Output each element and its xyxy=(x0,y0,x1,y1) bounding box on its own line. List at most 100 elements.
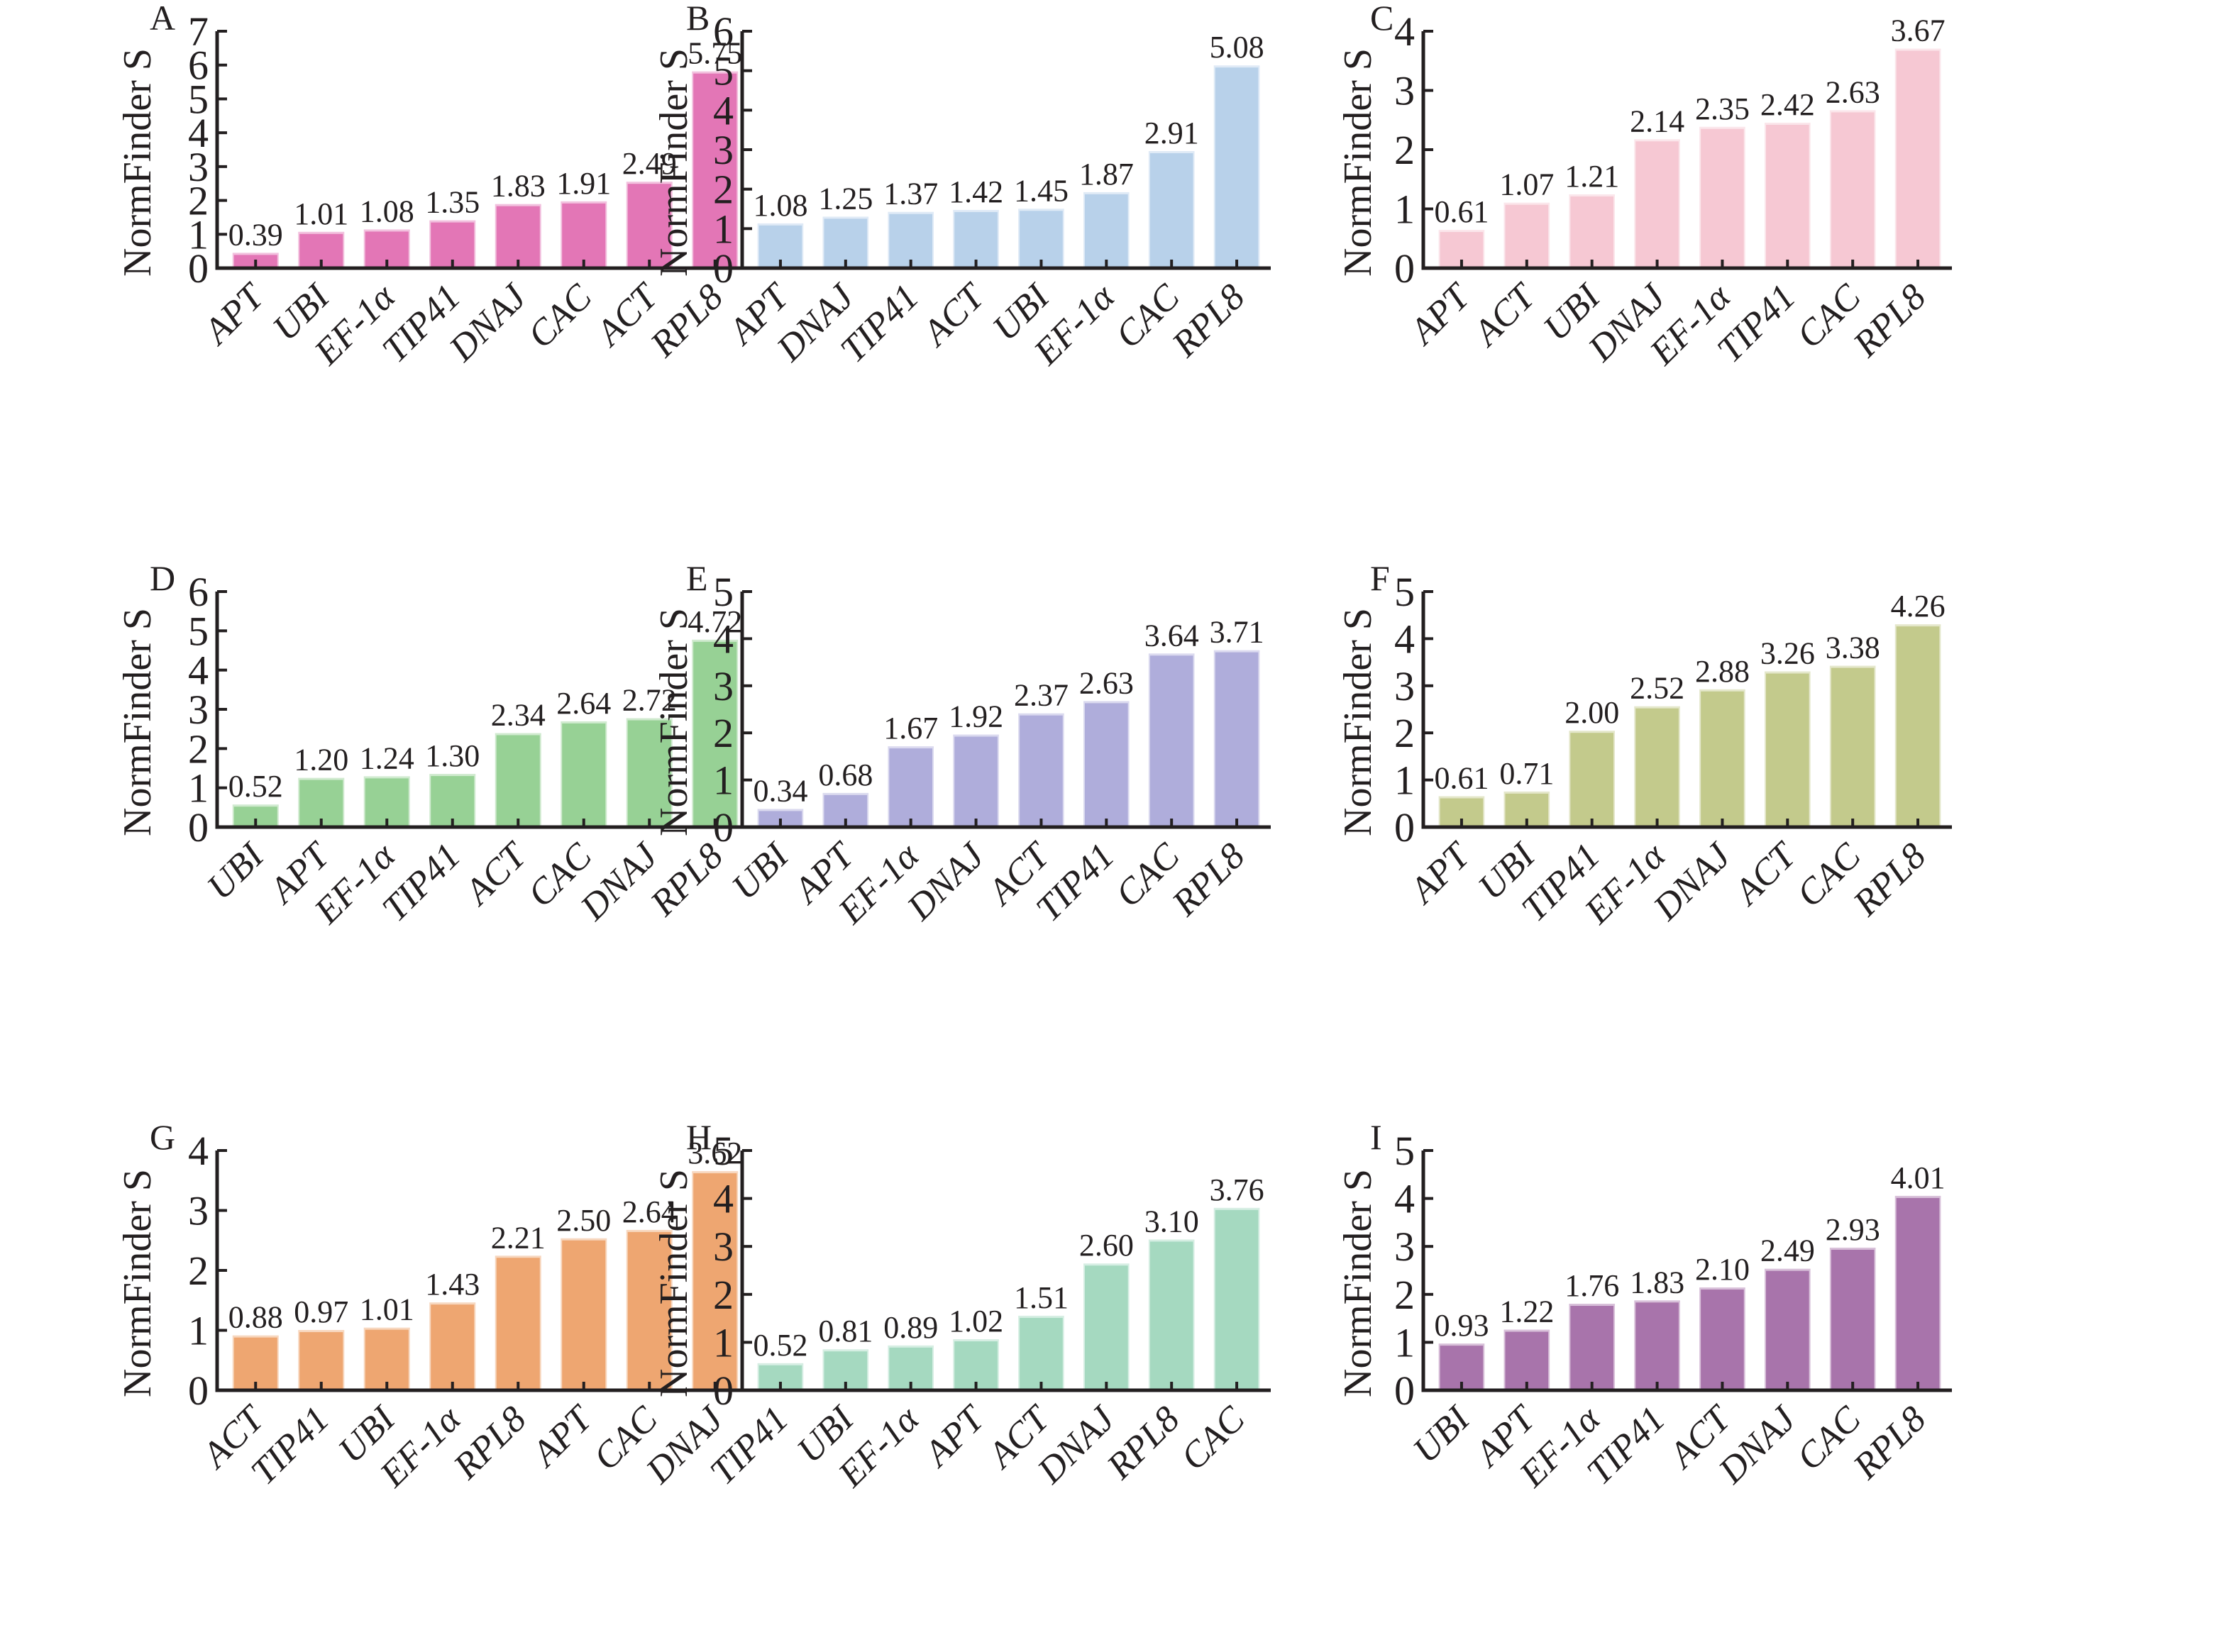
data-label: 1.51 xyxy=(1014,1280,1069,1315)
y-tick-label: 1 xyxy=(713,758,734,804)
bar-dnaj xyxy=(496,206,540,268)
panel-label: D xyxy=(150,558,175,598)
bar-act xyxy=(1020,715,1063,827)
y-tick-label: 2 xyxy=(1394,710,1415,756)
bar-rpl8 xyxy=(496,1258,540,1390)
data-label: 1.83 xyxy=(1630,1265,1684,1299)
y-axis-label: NormFinder S xyxy=(116,48,160,277)
bar-act xyxy=(627,184,671,268)
data-label: 0.61 xyxy=(1434,760,1489,795)
y-axis-label: NormFinder S xyxy=(652,48,696,277)
data-label: 1.92 xyxy=(949,699,1003,734)
data-label: 1.42 xyxy=(949,174,1003,209)
y-tick-label: 4 xyxy=(1394,9,1415,55)
y-tick-label: 6 xyxy=(188,569,209,615)
y-tick-label: 6 xyxy=(713,9,734,55)
data-label: 0.34 xyxy=(753,773,807,808)
y-tick-label: 0 xyxy=(1394,804,1415,850)
data-label: 1.08 xyxy=(753,188,807,223)
data-label: 3.71 xyxy=(1210,615,1264,650)
y-tick-label: 0 xyxy=(188,1368,209,1414)
y-tick-label: 1 xyxy=(1394,1319,1415,1365)
y-tick-label: 2 xyxy=(1394,1272,1415,1318)
y-tick-label: 2 xyxy=(188,726,209,772)
bar-cac xyxy=(1831,112,1875,268)
data-label: 1.08 xyxy=(360,194,414,228)
bar-ef-1- xyxy=(1701,128,1744,268)
x-tick-label: CAC xyxy=(1174,1398,1254,1478)
data-label: 2.34 xyxy=(491,698,546,733)
data-label: 2.49 xyxy=(1760,1234,1815,1268)
y-tick-label: 1 xyxy=(713,206,734,252)
data-label: 1.67 xyxy=(883,711,938,745)
bar-rpl8 xyxy=(693,73,737,269)
bar-act xyxy=(1701,1290,1744,1390)
y-tick-label: 2 xyxy=(188,1248,209,1294)
x-tick-label: UBI xyxy=(1406,1397,1479,1470)
bar-cac xyxy=(1215,1209,1259,1390)
y-tick-label: 0 xyxy=(713,1368,734,1414)
x-tick-label: RPL8 xyxy=(1164,836,1253,924)
data-label: 1.07 xyxy=(1499,167,1554,202)
bar-dnaj xyxy=(1635,141,1679,268)
x-tick-label: RPL8 xyxy=(1845,277,1934,365)
data-label: 0.88 xyxy=(228,1300,283,1335)
bar-act xyxy=(1505,204,1549,268)
x-tick-label: DNAJ xyxy=(899,834,993,928)
bar-dnaj xyxy=(1765,1270,1809,1390)
bar-dnaj xyxy=(1701,691,1744,827)
x-tick-label: UBI xyxy=(199,834,272,907)
data-label: 4.26 xyxy=(1891,589,1946,623)
data-label: 5.08 xyxy=(1210,30,1264,65)
data-label: 0.52 xyxy=(753,1328,807,1363)
y-tick-label: 3 xyxy=(188,687,209,733)
bar-tip41 xyxy=(1084,703,1128,827)
y-tick-label: 1 xyxy=(1394,187,1415,233)
x-tick-label: DNAJ xyxy=(1030,1397,1124,1492)
x-tick-label: DNAJ xyxy=(1645,834,1740,928)
x-tick-label: RPL8 xyxy=(1099,1399,1188,1487)
data-label: 0.61 xyxy=(1434,194,1489,229)
data-label: 2.72 xyxy=(622,682,677,717)
y-axis-label: NormFinder S xyxy=(652,608,696,836)
bar-rpl8 xyxy=(1149,1241,1193,1390)
bar-tip41 xyxy=(889,214,933,268)
y-tick-label: 3 xyxy=(713,663,734,709)
y-tick-label: 1 xyxy=(188,765,209,811)
bar-rpl8 xyxy=(1896,1197,1940,1390)
data-label: 1.20 xyxy=(294,743,348,777)
y-tick-label: 0 xyxy=(1394,1368,1415,1414)
x-tick-label: DNAJ xyxy=(441,275,536,370)
bar-rpl8 xyxy=(1215,67,1259,269)
data-label: 3.26 xyxy=(1760,636,1815,671)
x-tick-label: APT xyxy=(915,1397,993,1475)
x-tick-label: RPL8 xyxy=(1164,277,1253,365)
x-tick-label: DNAJ xyxy=(1711,1397,1805,1492)
y-axis-label: NormFinder S xyxy=(652,1169,696,1397)
bar-rpl8 xyxy=(1896,50,1940,269)
data-label: 2.64 xyxy=(622,1194,677,1229)
bar-rpl8 xyxy=(1215,652,1259,827)
y-tick-label: 3 xyxy=(1394,1224,1415,1270)
bar-act xyxy=(496,735,540,827)
bar-ef-1- xyxy=(1084,194,1128,268)
data-label: 2.64 xyxy=(556,686,611,721)
y-tick-label: 4 xyxy=(1394,616,1415,662)
panel-label: A xyxy=(150,0,175,38)
y-tick-label: 5 xyxy=(1394,569,1415,615)
data-label: 5.75 xyxy=(688,36,742,71)
y-tick-label: 3 xyxy=(1394,663,1415,709)
x-tick-label: TIP41 xyxy=(375,836,468,929)
data-label: 1.01 xyxy=(294,196,348,231)
data-label: 2.00 xyxy=(1564,695,1619,730)
data-label: 2.14 xyxy=(1630,104,1684,138)
bar-tip41 xyxy=(1635,1302,1679,1390)
x-tick-label: ACT xyxy=(914,275,993,355)
y-axis-label: NormFinder S xyxy=(116,608,160,836)
y-tick-label: 2 xyxy=(188,178,209,224)
data-label: 3.76 xyxy=(1210,1173,1264,1207)
bar-ubi xyxy=(365,1329,409,1390)
y-tick-label: 3 xyxy=(1394,68,1415,114)
bar-cac xyxy=(627,1231,671,1390)
